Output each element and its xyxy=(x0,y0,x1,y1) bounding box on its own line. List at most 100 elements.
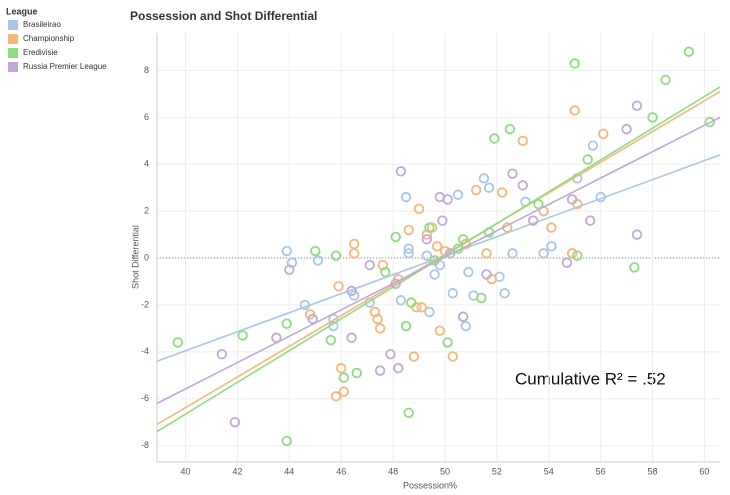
point xyxy=(538,248,549,259)
point xyxy=(507,248,518,259)
point xyxy=(499,288,510,299)
point xyxy=(437,215,448,226)
x-tick-label: 46 xyxy=(336,466,346,476)
point xyxy=(351,367,362,379)
point xyxy=(429,269,440,280)
point xyxy=(598,128,609,140)
point xyxy=(424,222,435,233)
x-axis-label: Possession% xyxy=(403,480,457,490)
legend-label: Eredivisie xyxy=(23,48,58,57)
x-tick-label: 56 xyxy=(596,466,606,476)
point xyxy=(629,262,640,273)
point xyxy=(385,348,396,360)
point xyxy=(416,302,427,313)
trend-line xyxy=(156,86,721,433)
y-tick-label: 0 xyxy=(144,252,149,262)
point xyxy=(395,166,407,177)
point xyxy=(457,311,469,322)
x-tick-label: 44 xyxy=(284,466,294,476)
point xyxy=(483,182,495,193)
point xyxy=(660,74,671,86)
point xyxy=(325,334,337,346)
point xyxy=(496,187,508,198)
x-tick-label: 42 xyxy=(232,466,242,476)
point xyxy=(400,191,412,203)
point xyxy=(237,330,248,341)
point xyxy=(476,292,487,304)
point xyxy=(460,320,471,332)
point xyxy=(421,234,433,245)
point xyxy=(374,365,386,376)
point xyxy=(546,222,557,233)
point xyxy=(403,248,414,259)
point xyxy=(390,231,401,243)
point xyxy=(481,248,492,259)
x-tick-label: 48 xyxy=(388,466,398,476)
point xyxy=(374,323,386,334)
legend-label: Russia Premier League xyxy=(23,62,107,71)
legend-title: League xyxy=(6,6,38,16)
point xyxy=(504,123,516,135)
y-tick-label: -2 xyxy=(141,299,149,309)
point xyxy=(338,386,350,397)
y-tick-label: -6 xyxy=(141,393,149,403)
point xyxy=(380,266,391,278)
point xyxy=(507,168,518,179)
point xyxy=(364,259,375,271)
point xyxy=(413,203,425,215)
point xyxy=(403,243,414,254)
x-tick-label: 52 xyxy=(492,466,502,476)
point xyxy=(333,280,344,292)
legend-label: Championship xyxy=(23,34,75,43)
point xyxy=(569,58,580,69)
point xyxy=(517,180,529,191)
point xyxy=(424,306,435,318)
x-tick-label: 50 xyxy=(440,466,450,476)
y-tick-label: 8 xyxy=(144,65,149,75)
point xyxy=(403,407,414,418)
legend-swatch xyxy=(8,62,18,72)
legend-swatch xyxy=(8,34,18,44)
point xyxy=(330,391,342,402)
point xyxy=(307,313,318,325)
point xyxy=(442,194,453,205)
point xyxy=(561,257,573,268)
point xyxy=(172,337,183,348)
point xyxy=(281,245,292,257)
point xyxy=(310,245,321,257)
point xyxy=(393,363,404,374)
point xyxy=(517,135,529,147)
trend-line xyxy=(156,116,721,405)
point xyxy=(585,215,596,226)
point xyxy=(704,116,715,128)
point xyxy=(421,250,433,261)
point xyxy=(432,241,443,252)
y-tick-label: 4 xyxy=(144,159,149,169)
chart-title: Possession and Shot Differential xyxy=(130,9,317,23)
point xyxy=(527,215,539,226)
x-tick-label: 54 xyxy=(544,466,554,476)
legend-swatch xyxy=(8,48,18,58)
point xyxy=(434,325,445,336)
point xyxy=(533,198,544,210)
y-tick-label: -4 xyxy=(141,346,149,356)
point xyxy=(481,269,492,280)
y-tick-label: -8 xyxy=(141,440,149,450)
point xyxy=(569,105,580,116)
point xyxy=(572,250,583,261)
point xyxy=(621,123,632,135)
point xyxy=(312,255,324,266)
point xyxy=(463,266,474,278)
point xyxy=(284,264,295,275)
point xyxy=(631,229,643,240)
point xyxy=(338,372,350,383)
point xyxy=(395,295,407,306)
point xyxy=(447,288,458,299)
point xyxy=(489,133,500,144)
point xyxy=(442,337,453,348)
point xyxy=(406,297,417,308)
point xyxy=(372,313,383,325)
point xyxy=(330,250,342,261)
point xyxy=(281,318,292,329)
